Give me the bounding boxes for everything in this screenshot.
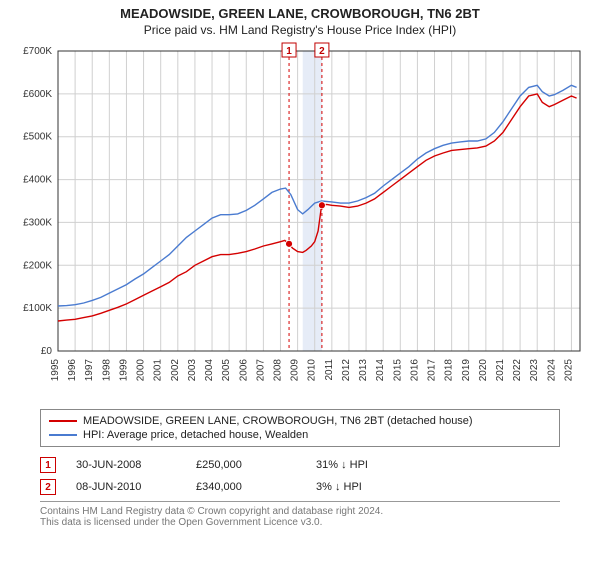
svg-text:2024: 2024 xyxy=(546,359,557,382)
footer: Contains HM Land Registry data © Crown c… xyxy=(40,501,560,528)
transaction-delta: 3% ↓ HPI xyxy=(316,481,416,493)
chart-subtitle: Price paid vs. HM Land Registry's House … xyxy=(0,23,600,37)
svg-text:2: 2 xyxy=(319,46,325,57)
svg-text:2019: 2019 xyxy=(461,359,472,382)
legend-label: MEADOWSIDE, GREEN LANE, CROWBOROUGH, TN6… xyxy=(83,415,473,427)
transactions-table: 1 30-JUN-2008 £250,000 31% ↓ HPI 2 08-JUN-201… xyxy=(40,457,560,495)
svg-text:£500K: £500K xyxy=(23,132,52,143)
svg-text:2025: 2025 xyxy=(563,359,574,382)
chart-title: MEADOWSIDE, GREEN LANE, CROWBOROUGH, TN6… xyxy=(0,6,600,21)
svg-text:£100K: £100K xyxy=(23,303,52,314)
svg-text:1997: 1997 xyxy=(84,359,95,382)
svg-text:2009: 2009 xyxy=(290,359,301,382)
svg-text:2001: 2001 xyxy=(153,359,164,382)
svg-text:1999: 1999 xyxy=(118,359,129,382)
svg-text:£400K: £400K xyxy=(23,175,52,186)
svg-text:1996: 1996 xyxy=(67,359,78,382)
svg-text:2011: 2011 xyxy=(324,359,335,381)
svg-text:£300K: £300K xyxy=(23,217,52,228)
transaction-date: 30-JUN-2008 xyxy=(76,459,176,471)
svg-text:2013: 2013 xyxy=(358,359,369,382)
legend-label: HPI: Average price, detached house, Weal… xyxy=(83,429,308,441)
svg-text:£700K: £700K xyxy=(23,46,52,57)
transaction-row: 2 08-JUN-2010 £340,000 3% ↓ HPI xyxy=(40,479,560,495)
footer-line-2: This data is licensed under the Open Gov… xyxy=(40,517,560,528)
svg-text:2008: 2008 xyxy=(272,359,283,382)
transaction-price: £250,000 xyxy=(196,459,296,471)
svg-text:£600K: £600K xyxy=(23,89,52,100)
svg-text:1998: 1998 xyxy=(101,359,112,382)
svg-text:2021: 2021 xyxy=(495,359,506,382)
svg-text:2020: 2020 xyxy=(478,359,489,382)
svg-text:2007: 2007 xyxy=(255,359,266,382)
legend-item: MEADOWSIDE, GREEN LANE, CROWBOROUGH, TN6… xyxy=(49,414,551,428)
transaction-delta: 31% ↓ HPI xyxy=(316,459,416,471)
transaction-row: 1 30-JUN-2008 £250,000 31% ↓ HPI xyxy=(40,457,560,473)
svg-text:2003: 2003 xyxy=(187,359,198,382)
svg-text:1: 1 xyxy=(286,46,292,57)
transaction-price: £340,000 xyxy=(196,481,296,493)
chart-svg: £0 £100K £200K £300K £400K £500K £600K £700K 199… xyxy=(10,41,590,401)
svg-text:2005: 2005 xyxy=(221,359,232,382)
svg-text:2010: 2010 xyxy=(307,359,318,382)
svg-text:2012: 2012 xyxy=(341,359,352,382)
svg-text:2015: 2015 xyxy=(392,359,403,382)
legend-item: HPI: Average price, detached house, Weal… xyxy=(49,428,551,442)
transaction-marker-box: 1 xyxy=(40,457,56,473)
svg-text:1995: 1995 xyxy=(50,359,61,382)
svg-text:£0: £0 xyxy=(41,346,53,357)
svg-text:2022: 2022 xyxy=(512,359,523,382)
svg-text:2014: 2014 xyxy=(375,359,386,382)
svg-text:2023: 2023 xyxy=(529,359,540,382)
chart-area: £0 £100K £200K £300K £400K £500K £600K £700K 199… xyxy=(10,41,590,401)
legend-swatch xyxy=(49,434,77,436)
svg-text:2018: 2018 xyxy=(444,359,455,382)
footer-line-1: Contains HM Land Registry data © Crown c… xyxy=(40,506,560,517)
svg-text:2002: 2002 xyxy=(170,359,181,382)
svg-text:2004: 2004 xyxy=(204,359,215,382)
transaction-date: 08-JUN-2010 xyxy=(76,481,176,493)
svg-text:2017: 2017 xyxy=(427,359,438,382)
svg-text:£200K: £200K xyxy=(23,260,52,271)
transaction-marker-box: 2 xyxy=(40,479,56,495)
legend: MEADOWSIDE, GREEN LANE, CROWBOROUGH, TN6… xyxy=(40,409,560,447)
svg-text:2016: 2016 xyxy=(409,359,420,382)
svg-text:2006: 2006 xyxy=(238,359,249,382)
legend-swatch xyxy=(49,420,77,422)
svg-text:2000: 2000 xyxy=(136,359,147,382)
